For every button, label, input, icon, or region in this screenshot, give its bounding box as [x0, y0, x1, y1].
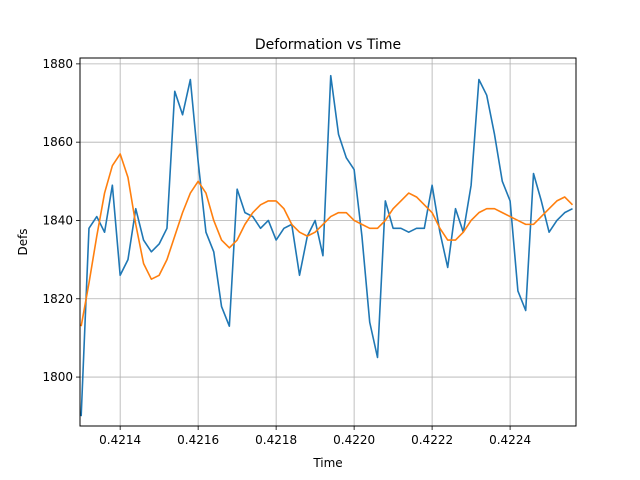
x-tick-label: 0.4214 [99, 433, 141, 447]
grid [80, 58, 576, 426]
x-tick-label: 0.4218 [255, 433, 297, 447]
y-tick-label: 1800 [42, 370, 73, 384]
series-line [80, 74, 573, 417]
x-axis-label: Time [312, 456, 342, 470]
x-tick-label: 0.4216 [177, 433, 219, 447]
plot-area [80, 74, 574, 417]
axes: 0.4214 0.4216 0.4218 0.4220 0.4222 0.4224 1800… [42, 57, 531, 447]
x-tick-label: 0.4220 [333, 433, 375, 447]
x-tick-label: 0.4224 [489, 433, 531, 447]
series-line [80, 153, 574, 327]
y-tick-label: 1820 [42, 292, 73, 306]
y-tick-label: 1840 [42, 213, 73, 227]
y-tick-label: 1860 [42, 135, 73, 149]
y-tick-label: 1880 [42, 57, 73, 71]
chart-title: Deformation vs Time [255, 37, 401, 53]
y-axis-label: Defs [16, 228, 30, 255]
axes-frame [79, 57, 577, 427]
x-tick-label: 0.4222 [411, 433, 453, 447]
